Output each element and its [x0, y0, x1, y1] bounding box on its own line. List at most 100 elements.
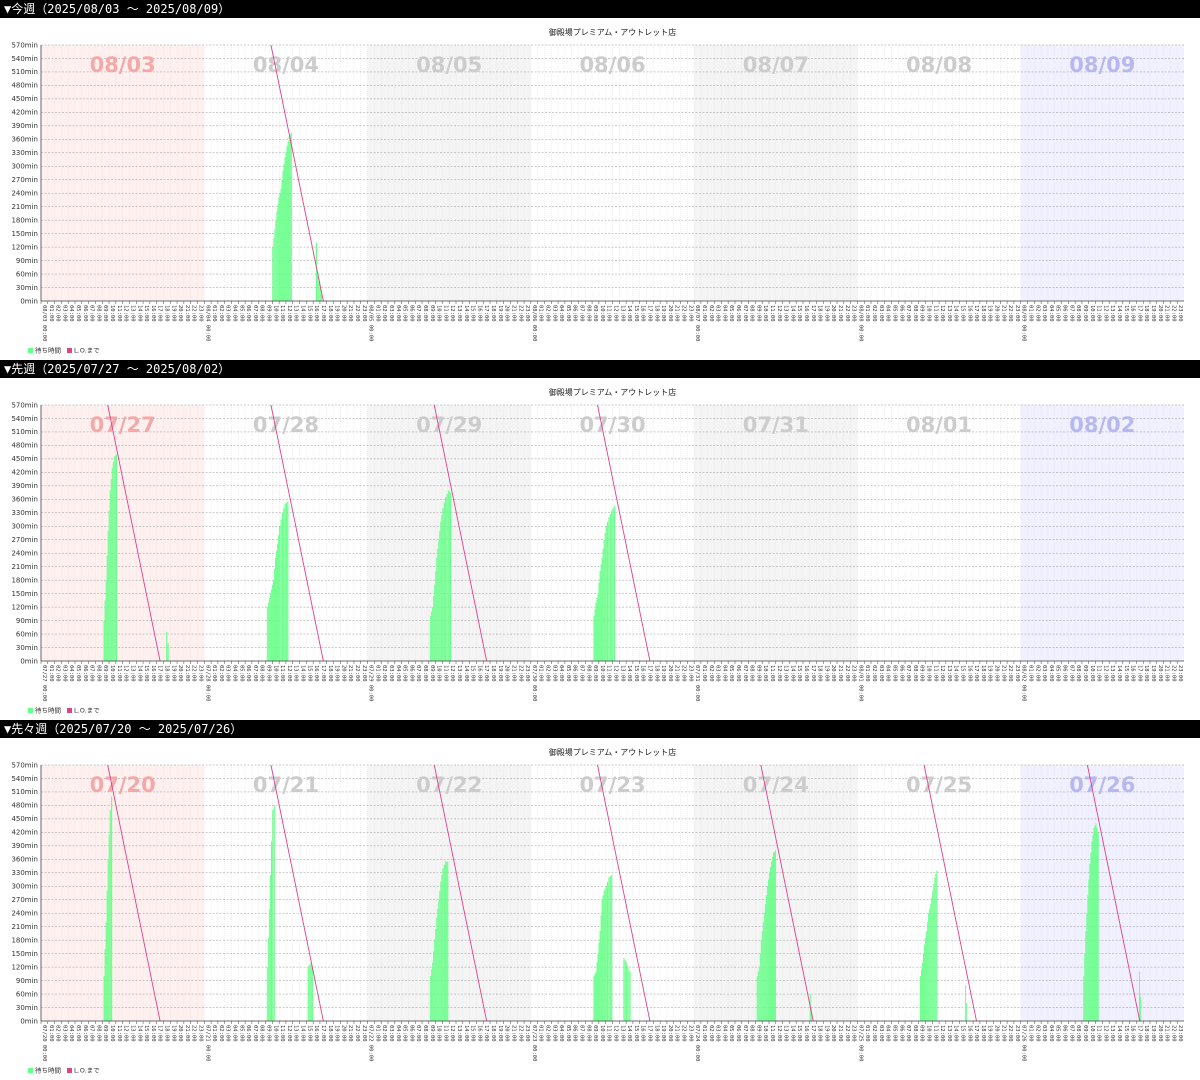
- day-label: 07/28: [253, 413, 319, 437]
- x-tick-label: 10:00: [925, 665, 931, 682]
- x-tick-label: 20:00: [177, 665, 183, 682]
- x-tick-label: 20:00: [830, 665, 836, 682]
- x-tick-label: 20:00: [1157, 1025, 1163, 1042]
- wait-time-bar: [103, 976, 105, 1021]
- day-label: 08/06: [579, 53, 645, 77]
- x-tick-label: 14:00: [626, 1025, 632, 1042]
- wait-time-bar: [112, 462, 114, 661]
- x-tick-label: 20:00: [177, 305, 183, 322]
- x-tick-label: 13:00: [946, 1025, 952, 1042]
- x-tick-label: 21:00: [1164, 665, 1170, 682]
- x-tick-label: 12:00: [1102, 1025, 1108, 1042]
- x-tick-label: 09:00: [1082, 1025, 1088, 1042]
- day-label: 07/20: [90, 773, 156, 797]
- x-tick-label: 13:00: [783, 665, 789, 682]
- x-tick-label: 17:00: [647, 1025, 653, 1042]
- x-tick-label: 11:00: [769, 305, 775, 322]
- wait-time-bar: [434, 940, 436, 1021]
- x-tick-label: 10:00: [436, 305, 442, 322]
- x-tick-label: 11:00: [1096, 305, 1102, 322]
- legend-label-lo: L.O.まで: [74, 707, 100, 715]
- wait-time-bar: [111, 796, 113, 1021]
- x-tick-label: 05:00: [728, 305, 734, 322]
- x-tick-label: 22:00: [1007, 1025, 1013, 1042]
- y-tick-label: 420min: [11, 469, 38, 477]
- wait-time-bar: [595, 971, 597, 1021]
- x-tick-label: 02:00: [1034, 665, 1040, 682]
- last-order-line: [1086, 764, 1141, 1022]
- x-tick-label: 01:00: [48, 665, 54, 682]
- y-tick-label: 330min: [11, 149, 38, 157]
- x-tick-label: 04:00: [721, 1025, 727, 1042]
- x-tick-label: 17:00: [320, 305, 326, 322]
- x-tick-label: 10:00: [272, 305, 278, 322]
- wait-time-bar: [114, 455, 116, 661]
- x-tick-label: 17:00: [483, 665, 489, 682]
- x-tick-label: 09:00: [592, 1025, 598, 1042]
- x-tick-label: 17:00: [1136, 1025, 1142, 1042]
- x-tick-label: 08:00: [95, 665, 101, 682]
- week-header: ▼先週（2025/07/27 〜 2025/08/02）: [0, 360, 1200, 378]
- wait-time-bar: [810, 1007, 812, 1021]
- x-tick-label: 08:00: [749, 665, 755, 682]
- x-tick-label: 10:00: [436, 1025, 442, 1042]
- x-tick-label: 05:00: [891, 665, 897, 682]
- x-tick-label: 14:00: [463, 665, 469, 682]
- x-tick-label: 18:00: [980, 305, 986, 322]
- x-tick-label: 18:00: [327, 665, 333, 682]
- legend: 待ち時間 L.O.まで: [28, 1066, 100, 1075]
- x-tick-label: 07:00: [905, 665, 911, 682]
- x-tick-label: 21:00: [1164, 305, 1170, 322]
- x-tick-label: 06:00: [898, 305, 904, 322]
- wait-time-bar: [439, 890, 441, 1021]
- x-tick-label: 23:00: [1177, 305, 1183, 322]
- wait-time-bar: [442, 508, 444, 661]
- x-tick-label: 20:00: [994, 1025, 1000, 1042]
- wait-time-bar: [629, 971, 631, 1021]
- wait-time-bar: [768, 872, 770, 1021]
- x-tick-label: 06:00: [82, 665, 88, 682]
- wait-time-bar: [167, 643, 169, 661]
- x-tick-label: 12:00: [123, 1025, 129, 1042]
- day-label: 08/03: [90, 53, 156, 77]
- wait-time-bar: [601, 899, 603, 1021]
- x-tick-label: 04:00: [885, 665, 891, 682]
- x-tick-label: 05:00: [1055, 1025, 1061, 1042]
- day-label: 08/08: [906, 53, 972, 77]
- x-tick-label: 07:00: [905, 305, 911, 322]
- wait-time-bar: [109, 490, 111, 661]
- wait-time-bar: [607, 881, 609, 1021]
- wait-time-bar: [445, 497, 447, 661]
- x-tick-label: 06:00: [82, 1025, 88, 1042]
- legend: 待ち時間 L.O.まで: [28, 706, 100, 715]
- day-label: 08/05: [416, 53, 482, 77]
- x-tick-label: 07/25 00:00: [857, 1025, 863, 1061]
- x-tick-label: 22:00: [844, 305, 850, 322]
- wait-time-bar: [105, 922, 107, 1021]
- x-tick-label: 11:00: [279, 305, 285, 322]
- x-tick-label: 21:00: [510, 1025, 516, 1042]
- x-tick-label: 08/08 00:00: [857, 305, 863, 341]
- x-tick-label: 13:00: [619, 1025, 625, 1042]
- x-tick-label: 03:00: [715, 665, 721, 682]
- wait-time-bar: [934, 877, 936, 1021]
- wait-time-bar: [271, 584, 273, 661]
- wait-time-bar: [603, 539, 605, 661]
- x-tick-label: 21:00: [674, 1025, 680, 1042]
- x-tick-label: 09:00: [755, 305, 761, 322]
- y-tick-label: 570min: [11, 401, 38, 409]
- wait-time-bar: [1092, 834, 1094, 1021]
- x-tick-label: 02:00: [218, 305, 224, 322]
- x-tick-label: 23:00: [197, 665, 203, 682]
- x-tick-label: 12:00: [939, 665, 945, 682]
- x-tick-label: 22:00: [1170, 1025, 1176, 1042]
- x-tick-label: 03:00: [551, 665, 557, 682]
- x-tick-label: 05:00: [728, 1025, 734, 1042]
- wait-time-bar: [273, 238, 275, 301]
- week-section: ▼先々週（2025/07/20 〜 2025/07/26） 御殿場プレミアム・アウ…: [0, 720, 1200, 1080]
- y-tick-label: 300min: [11, 883, 38, 891]
- wait-time-bar: [611, 875, 613, 1021]
- wait-time-bar: [275, 557, 276, 661]
- x-tick-label: 04:00: [721, 305, 727, 322]
- x-tick-label: 02:00: [871, 305, 877, 322]
